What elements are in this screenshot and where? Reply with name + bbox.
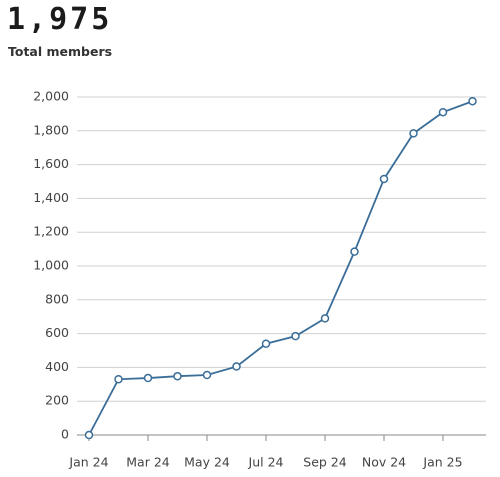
x-tick-label: Jan 24 [68,455,108,470]
data-point [350,247,359,256]
x-tick-label: Jul 24 [248,455,284,470]
data-point [379,174,389,184]
y-tick-label: 2,000 [33,89,69,104]
y-tick-label: 0 [61,427,69,442]
member-count: 1,975 [7,2,113,37]
member-label: Total members [8,44,113,59]
data-point [173,371,182,381]
data-point [320,314,330,323]
y-tick-label: 1,000 [33,258,69,273]
y-tick-label: 400 [45,359,69,374]
y-tick-label: 1,200 [33,224,69,239]
x-tick-label: May 24 [184,455,230,470]
y-tick-label: 1,800 [33,122,69,137]
y-tick-label: 200 [45,393,69,408]
data-point [261,339,271,348]
data-point [232,362,241,371]
y-tick-label: 600 [45,325,69,340]
data-point [114,374,123,384]
y-tick-label: 800 [45,291,69,306]
series-line [88,100,473,436]
data-point [409,129,418,138]
data-point [468,96,477,106]
data-point [438,107,448,117]
x-tick-label: Mar 24 [126,455,170,470]
y-tick-label: 1,400 [33,190,69,205]
x-tick-label: Nov 24 [362,455,406,470]
data-point [84,430,94,440]
data-point [143,373,153,383]
data-point [291,331,300,341]
x-tick-label: Jan 25 [422,455,462,470]
x-tick-label: Sep 24 [303,455,346,470]
y-tick-label: 1,600 [33,156,69,171]
data-point [202,370,212,380]
